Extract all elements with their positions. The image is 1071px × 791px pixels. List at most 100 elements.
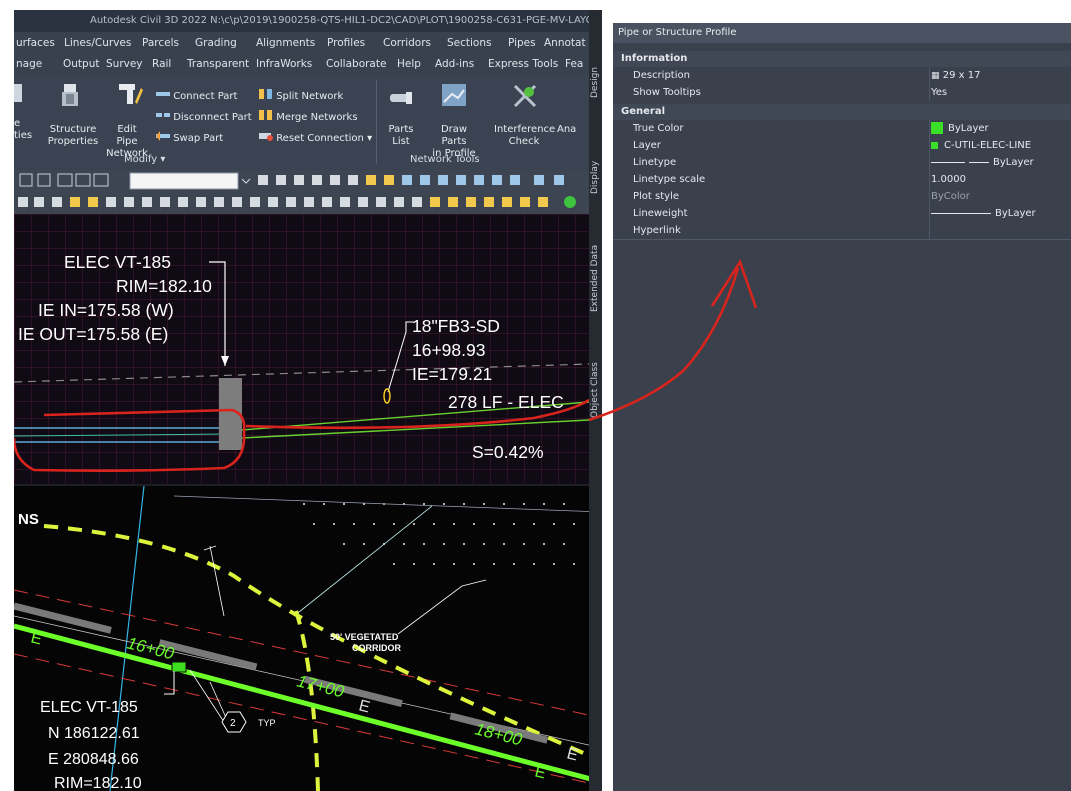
table-icon: ▦ [931, 71, 940, 81]
analyze-partial-button[interactable]: Ana [557, 124, 587, 136]
swap-part-button[interactable]: Swap Part [156, 131, 223, 146]
tab-feature[interactable]: Fea [565, 58, 584, 70]
structure-properties-icon [62, 84, 78, 106]
prop-plot-style-name: Plot style [633, 191, 680, 202]
edit-pipe-network-icon [119, 84, 143, 104]
prop-linetype[interactable]: Linetype ByLayer [613, 154, 1071, 171]
disconnect-part-button[interactable]: Disconnect Part [156, 110, 252, 125]
section-general[interactable]: General [613, 104, 1071, 120]
plan-structure-label-line4: RIM=182.10 [54, 775, 142, 791]
plan-view-viewport[interactable]: NS 16+00 17+00 18+00 E E E E 50' VEGETAT… [14, 486, 602, 791]
tab-transparent[interactable]: Transparent [187, 58, 250, 70]
profile-view-viewport[interactable]: ELEC VT-185 RIM=182.10 IE IN=175.58 (W) … [14, 214, 589, 484]
pipe-length-label: 278 LF - ELEC [448, 392, 564, 412]
interference-check-button[interactable]: Interference Check [494, 124, 556, 148]
structure-properties-label2: Properties [47, 136, 99, 147]
callout-hexagon [221, 711, 247, 733]
prop-show-tooltips-value: Yes [931, 87, 948, 98]
e-label-1: E [29, 629, 43, 648]
prop-divider [929, 137, 930, 154]
prop-true-color-text: ByLayer [948, 123, 989, 134]
pipe-label-line3: IE=179.21 [412, 364, 492, 384]
connect-part-label: Connect Part [173, 91, 238, 102]
tab-help[interactable]: Help [397, 58, 421, 70]
ribbon-divider [376, 80, 377, 164]
modify-panel-label[interactable]: Modify ▾ [124, 154, 166, 165]
tab-output[interactable]: Output [63, 58, 100, 70]
section-information[interactable]: Information [613, 51, 1071, 67]
structure-properties-button[interactable]: Structure Properties [47, 124, 99, 148]
window-title: Autodesk Civil 3D 2022 N:\c\p\2019\19002… [14, 10, 602, 32]
e-label-2: E [357, 697, 371, 716]
parts-list-label: Parts List [388, 124, 414, 147]
partial-button[interactable]: e ties [14, 118, 33, 142]
modify-panel-text: Modify [124, 154, 158, 165]
prop-linetype-value: ByLayer [931, 154, 1034, 171]
prop-description[interactable]: Description ▦ 29 x 17 [613, 67, 1071, 84]
annotation-arrowhead [710, 259, 758, 309]
tab-lines-curves[interactable]: Lines/Curves [64, 37, 132, 49]
merge-networks-button[interactable]: Merge Networks [259, 110, 358, 125]
properties-object-type[interactable]: Pipe or Structure Profile [613, 23, 1071, 43]
tab-sections[interactable]: Sections [447, 37, 492, 49]
tab-annotate[interactable]: Annotat [544, 37, 586, 49]
plan-corner-text: NS [18, 511, 39, 528]
prop-divider [929, 84, 930, 101]
draw-parts-in-profile-button[interactable]: Draw Parts in Profile [428, 124, 480, 160]
prop-plot-style[interactable]: Plot style ByColor [613, 188, 1071, 205]
edit-pipe-network-button[interactable]: Edit Pipe Network [106, 124, 148, 160]
prop-lineweight[interactable]: Lineweight ByLayer [613, 205, 1071, 222]
prop-description-text: 29 x 17 [942, 70, 981, 81]
split-network-button[interactable]: Split Network [259, 89, 343, 104]
prop-linetype-text: ByLayer [993, 157, 1034, 168]
tab-rail[interactable]: Rail [152, 58, 172, 70]
tab-infraworks[interactable]: InfraWorks [256, 58, 313, 70]
partial-button-label2: ties [14, 130, 33, 141]
tab-alignments[interactable]: Alignments [256, 37, 316, 49]
reset-connection-button[interactable]: Reset Connection ▾ [259, 131, 372, 146]
interference-check-label1: Interference [494, 124, 556, 135]
ribbon-tabs-row1: urfaces Lines/Curves Parcels Grading Ali… [14, 32, 602, 54]
connect-part-button[interactable]: Connect Part [156, 89, 237, 104]
prop-linetype-name: Linetype [633, 157, 677, 168]
tab-pipes[interactable]: Pipes [508, 37, 536, 49]
interference-check-label2: Check [508, 136, 540, 147]
structure-properties-label1: Structure [49, 124, 97, 135]
tab-add-ins[interactable]: Add-ins [435, 58, 475, 70]
annotation-circle [14, 408, 246, 472]
tab-manage[interactable]: nage [16, 58, 43, 70]
prop-true-color[interactable]: True Color ByLayer [613, 120, 1071, 137]
connect-part-icon [156, 92, 170, 96]
tab-surfaces[interactable]: urfaces [16, 37, 55, 49]
ribbon-panel: e ties Structure Properties Edit Pipe Ne… [14, 74, 602, 170]
reset-connection-label: Reset Connection [276, 133, 364, 144]
tab-collaborate[interactable]: Collaborate [326, 58, 387, 70]
tab-grading[interactable]: Grading [195, 37, 237, 49]
merge-networks-label: Merge Networks [276, 112, 358, 123]
prop-layer[interactable]: Layer C-UTIL-ELEC-LINE [613, 137, 1071, 154]
structure-vt185[interactable] [219, 378, 242, 450]
prop-hyperlink[interactable]: Hyperlink [613, 222, 1071, 239]
callout-typ: TYP [258, 718, 276, 728]
partial-button-label1: e [14, 118, 21, 129]
prop-divider [929, 154, 930, 171]
tab-profiles[interactable]: Profiles [327, 37, 366, 49]
pipe-label-line2: 16+98.93 [412, 340, 485, 360]
tab-parcels[interactable]: Parcels [142, 37, 180, 49]
color-swatch [931, 122, 943, 134]
prop-divider [929, 67, 930, 84]
linetype-preview-dash [969, 161, 989, 163]
prop-linetype-scale[interactable]: Linetype scale 1.0000 [613, 171, 1071, 188]
tab-corridors[interactable]: Corridors [383, 37, 431, 49]
parts-list-button[interactable]: Parts List [381, 124, 421, 148]
plan-structure-vt185[interactable] [171, 661, 187, 673]
toolbar-row1 [14, 170, 602, 192]
tab-survey[interactable]: Survey [106, 58, 143, 70]
prop-layer-value: C-UTIL-ELEC-LINE [931, 137, 1031, 154]
prop-lineweight-text: ByLayer [995, 208, 1036, 219]
tab-express-tools[interactable]: Express Tools [488, 58, 559, 70]
prop-layer-text: C-UTIL-ELEC-LINE [944, 140, 1032, 151]
prop-show-tooltips[interactable]: Show Tooltips Yes [613, 84, 1071, 101]
prop-true-color-value: ByLayer [931, 120, 989, 137]
